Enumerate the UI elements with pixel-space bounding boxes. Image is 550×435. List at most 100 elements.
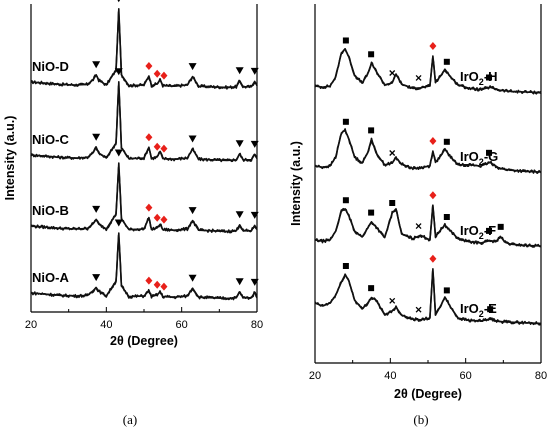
xrd-series: IrO2-H	[314, 37, 542, 95]
diamond-marker-icon	[153, 142, 161, 151]
xrd-curve	[30, 85, 258, 163]
square-marker-icon	[342, 37, 349, 44]
diamond-marker-icon	[160, 282, 168, 291]
triangle-marker-icon	[250, 278, 259, 286]
panel-a-nio-xrd: 20 40 60 80 2θ (Degree) Intensity (a.u.) (a) Ni…	[3, 0, 263, 427]
panel-b-iro2-xrd: 20 40 60 80 2θ (Degree) Intensity (a.u.) (b) Ir…	[289, 4, 547, 427]
triangle-marker-icon	[235, 67, 244, 75]
series-label: NiO-A	[32, 270, 69, 285]
square-marker-icon	[368, 209, 375, 216]
x-tick-label: 40	[384, 370, 396, 382]
xrd-series: IrO2-E	[314, 254, 542, 326]
y-axis-title: Intensity (a.u.)	[289, 141, 303, 226]
cross-marker-icon	[415, 306, 422, 313]
triangle-marker-icon	[250, 211, 259, 219]
x-tick-label: 60	[176, 319, 188, 331]
series-label: IrO2-E	[460, 301, 497, 319]
square-marker-icon	[368, 51, 375, 58]
cross-marker-icon	[389, 297, 396, 304]
xrd-series: NiO-B	[30, 149, 259, 234]
square-marker-icon	[486, 227, 493, 234]
cross-marker-icon	[389, 150, 396, 156]
diamond-marker-icon	[145, 276, 153, 285]
square-marker-icon	[368, 285, 375, 292]
diamond-marker-icon	[429, 137, 437, 145]
x-axis-title: 2θ (Degree)	[110, 334, 178, 348]
x-tick-label: 40	[100, 319, 112, 331]
xrd-curve	[314, 205, 542, 248]
series-label: NiO-B	[32, 203, 69, 218]
diamond-marker-icon	[145, 133, 153, 142]
xrd-peak-line	[30, 81, 258, 162]
triangle-marker-icon	[117, 0, 121, 3]
square-marker-icon	[486, 74, 493, 81]
triangle-marker-icon	[235, 211, 244, 219]
xrd-series: NiO-A	[30, 219, 259, 301]
diamond-marker-icon	[160, 71, 168, 80]
square-marker-icon	[342, 197, 349, 204]
triangle-marker-icon	[188, 63, 197, 71]
square-marker-icon	[443, 138, 450, 145]
square-marker-icon	[443, 287, 450, 294]
triangle-marker-icon	[114, 149, 123, 157]
xrd-peak-line	[314, 48, 542, 94]
diamond-marker-icon	[160, 144, 168, 153]
xrd-series: NiO-C	[30, 68, 259, 163]
panel-label: (b)	[413, 412, 428, 427]
triangle-marker-icon	[92, 274, 101, 282]
x-tick-label: 80	[535, 370, 547, 382]
xrd-peak-line	[314, 268, 542, 325]
x-tick-label: 60	[460, 370, 472, 382]
diamond-marker-icon	[153, 280, 161, 289]
series-label: IrO2-F	[460, 223, 496, 241]
xrd-curve	[314, 270, 542, 326]
series-label: IrO2-G	[460, 149, 498, 167]
xrd-curve	[30, 234, 258, 301]
diamond-marker-icon	[153, 213, 161, 222]
y-axis-title: Intensity (a.u.)	[3, 116, 17, 201]
x-tick-label: 80	[251, 319, 263, 331]
triangle-marker-icon	[92, 133, 101, 141]
diamond-marker-icon	[429, 191, 437, 200]
triangle-marker-icon	[92, 205, 101, 213]
x-axis-title: 2θ (Degree)	[394, 387, 462, 401]
cross-marker-icon	[415, 74, 422, 81]
square-marker-icon	[497, 223, 504, 230]
square-marker-icon	[443, 214, 450, 220]
square-marker-icon	[342, 118, 349, 125]
cross-marker-icon	[415, 223, 422, 230]
triangle-marker-icon	[188, 207, 197, 215]
triangle-marker-icon	[235, 278, 244, 286]
square-marker-icon	[368, 127, 375, 134]
xrd-peak-line	[30, 232, 258, 300]
xrd-peak-line	[30, 162, 258, 233]
square-marker-icon	[389, 200, 396, 206]
diamond-marker-icon	[145, 62, 153, 70]
diamond-marker-icon	[429, 254, 437, 263]
triangle-marker-icon	[114, 219, 123, 227]
triangle-marker-icon	[188, 135, 197, 143]
panel-label: (a)	[123, 412, 137, 427]
xrd-peak-line	[314, 129, 542, 173]
triangle-marker-icon	[92, 61, 101, 69]
xrd-series: IrO2-G	[314, 118, 542, 174]
series-label: NiO-D	[32, 59, 69, 74]
square-marker-icon	[486, 149, 493, 156]
triangle-marker-icon	[114, 68, 123, 76]
xrd-series: IrO2-F	[314, 191, 542, 248]
diamond-marker-icon	[429, 42, 437, 50]
series-label: NiO-C	[32, 132, 69, 147]
diamond-marker-icon	[145, 203, 153, 212]
square-marker-icon	[443, 58, 450, 65]
xrd-peak-line	[30, 8, 258, 89]
square-marker-icon	[342, 263, 349, 269]
triangle-marker-icon	[235, 140, 244, 148]
x-tick-label: 20	[25, 319, 37, 331]
cross-marker-icon	[389, 70, 396, 76]
xrd-peak-line	[314, 204, 542, 247]
square-marker-icon	[487, 306, 494, 313]
series-label: IrO2-H	[460, 69, 498, 87]
triangle-marker-icon	[188, 274, 197, 282]
triangle-marker-icon	[250, 140, 259, 148]
